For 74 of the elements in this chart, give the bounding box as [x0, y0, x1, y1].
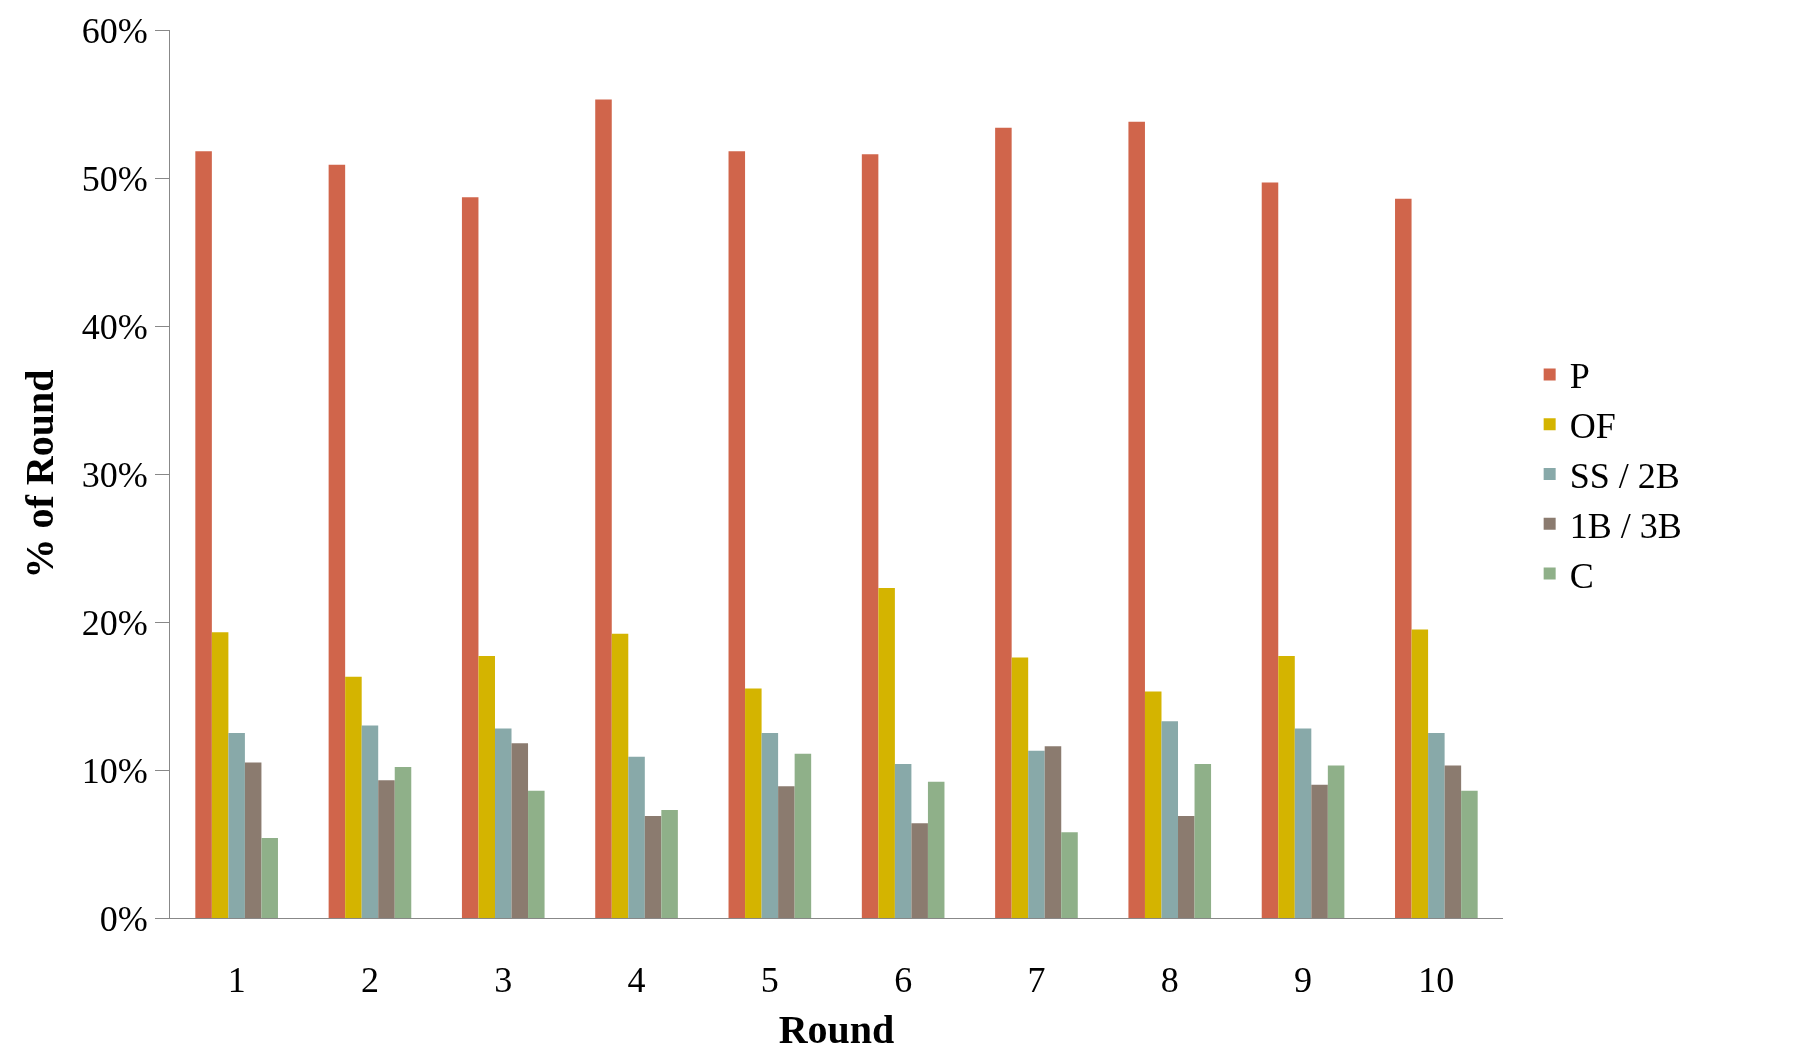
- y-tick-label: 30%: [81, 454, 148, 495]
- bar: [1461, 790, 1478, 918]
- bar: [1444, 765, 1462, 918]
- bar: [345, 676, 362, 918]
- x-tick-label: 8: [1160, 960, 1179, 1001]
- x-tick-label: 9: [1294, 960, 1313, 1001]
- bar: [861, 154, 879, 918]
- bar: [378, 780, 395, 918]
- bar: [228, 733, 245, 918]
- bar: [244, 762, 262, 918]
- bar: [1061, 832, 1078, 918]
- bar: [1428, 733, 1445, 918]
- bar: [595, 99, 612, 918]
- bar: [778, 786, 795, 918]
- bar: [361, 725, 379, 918]
- bar: [728, 151, 746, 918]
- y-tick-label: 60%: [81, 10, 148, 51]
- bar: [761, 733, 779, 918]
- x-tick-label: 2: [360, 960, 379, 1001]
- x-tick-label: 3: [494, 960, 513, 1001]
- bar: [661, 809, 678, 918]
- bar: [1294, 728, 1312, 918]
- bar: [794, 753, 812, 918]
- bar: [878, 587, 895, 918]
- x-axis-title: Round: [778, 1006, 895, 1052]
- bar: [1278, 656, 1295, 918]
- bar: [478, 656, 495, 918]
- x-tick-label: 1: [227, 960, 246, 1001]
- bar: [644, 815, 662, 918]
- y-tick-label: 50%: [81, 158, 148, 199]
- bar: [511, 743, 529, 918]
- bar: [1261, 182, 1279, 918]
- bar: [1194, 764, 1212, 918]
- bar: [1161, 721, 1179, 918]
- bar: [1178, 815, 1195, 918]
- y-tick-label: 10%: [81, 750, 148, 791]
- y-tick-label: 0%: [99, 898, 148, 939]
- x-tick-label: 10: [1418, 960, 1455, 1001]
- bar: [1311, 784, 1328, 918]
- bar: [528, 790, 545, 918]
- bar: [1411, 629, 1429, 918]
- bar: [1011, 657, 1029, 918]
- x-tick-label: 6: [894, 960, 913, 1001]
- bar: [745, 688, 762, 918]
- bar: [628, 756, 645, 918]
- bar: [1144, 691, 1162, 918]
- legend-label: C: [1569, 555, 1594, 596]
- legend-label: OF: [1569, 406, 1616, 447]
- bar: [1327, 765, 1345, 918]
- legend-label: 1B / 3B: [1569, 505, 1682, 546]
- bar: [394, 767, 412, 918]
- bar: [461, 197, 479, 918]
- x-tick-label: 7: [1027, 960, 1046, 1001]
- bar: [995, 127, 1012, 918]
- x-tick-label: 5: [760, 960, 779, 1001]
- bar: [1028, 750, 1045, 918]
- y-tick-label: 40%: [81, 306, 148, 347]
- x-tick-label: 4: [627, 960, 646, 1001]
- y-tick-label: 20%: [81, 602, 148, 643]
- bar: [927, 781, 945, 918]
- bar: [1395, 198, 1412, 918]
- legend-label: SS / 2B: [1569, 456, 1680, 497]
- legend-label: P: [1569, 356, 1590, 397]
- bar: [211, 632, 229, 918]
- bar: [261, 838, 278, 918]
- bar: [328, 164, 346, 918]
- bar: [611, 633, 629, 918]
- bar: [1128, 121, 1145, 918]
- bar: [195, 151, 212, 918]
- bar: [911, 823, 928, 918]
- bar: [494, 728, 512, 918]
- bar: [1044, 746, 1062, 918]
- bar: [894, 764, 912, 918]
- y-axis-title: % of Round: [17, 369, 63, 579]
